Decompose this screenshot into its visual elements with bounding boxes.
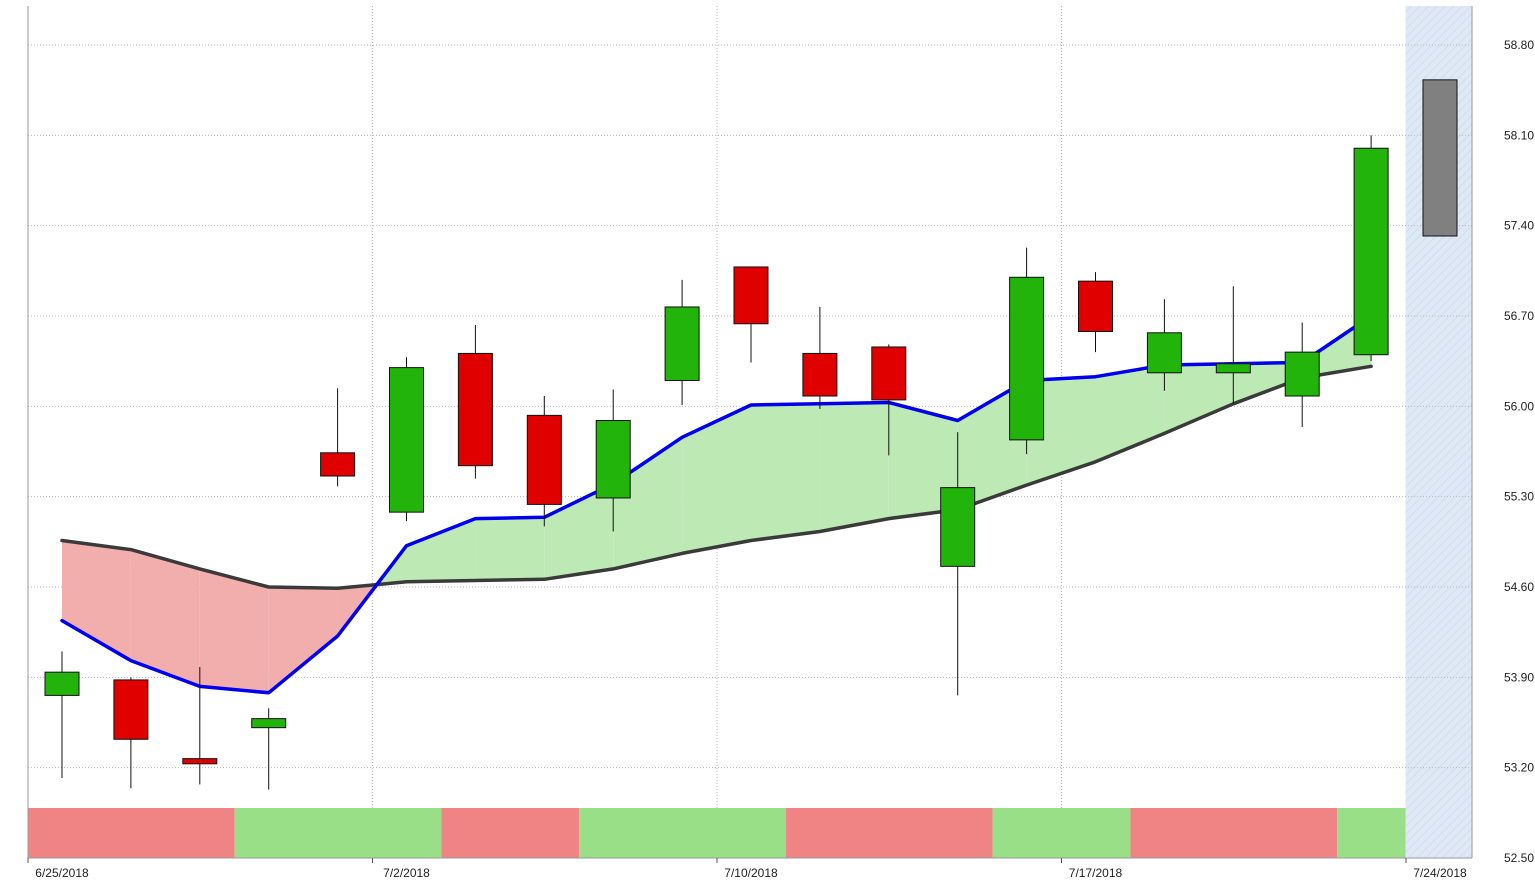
candle-body-up [1284,351,1320,397]
band-segment [682,405,751,554]
band-segment [819,402,889,532]
candle-body-up [44,671,80,696]
y-tick-label: 54.60 [1504,580,1534,594]
band-segment [406,518,476,582]
candle-body-up [389,367,424,513]
trend-segment-up [992,808,1131,858]
band-segment [130,549,200,687]
trend-segment-down [1130,808,1338,858]
x-tick-label: 7/2/2018 [383,866,430,880]
band-segment [475,517,545,581]
band-segment [751,403,820,541]
trend-bar [28,808,1406,858]
candle-body-down [733,266,769,325]
trend-segment-up [234,808,442,858]
candle-body-up [664,306,700,382]
candle-body-up [1009,276,1045,441]
band-segment [1164,363,1234,434]
slow-line [60,364,1373,591]
candle-body-down [457,352,493,467]
x-tick-label: 7/24/2018 [1413,866,1467,880]
band-segment [544,483,614,580]
y-tick-label: 56.00 [1504,399,1534,413]
y-tick-label: 53.90 [1504,670,1534,684]
trend-segment-up [1337,808,1406,858]
candle-body-up [1215,363,1251,374]
candle-body-up [1353,147,1389,356]
y-axis: 58.80 58.10 57.40 56.70 56.00 55.30 54.60 53.90… [1504,38,1534,865]
candles [44,79,1458,790]
candle-body-up [940,487,976,567]
band-segment [1095,365,1165,462]
candle-body-down [1078,280,1113,332]
x-tick-label: 6/25/2018 [35,866,89,880]
y-tick-label: 58.10 [1504,128,1534,142]
y-tick-label: 53.20 [1504,761,1534,775]
trend-band [62,316,1372,693]
candle-body-down [802,352,838,397]
band-segment [268,587,338,693]
trend-segment-down [441,808,580,858]
x-tick-label: 7/17/2018 [1069,866,1123,880]
trend-segment-down [28,808,235,858]
band-segment [199,568,269,693]
candle-body-down [526,414,562,505]
x-tick-label: 7/10/2018 [724,866,778,880]
projection-box [1422,79,1458,237]
candle-body-down [113,679,149,740]
band-segment [613,437,683,569]
y-tick-label: 57.40 [1504,219,1534,233]
candle-body-down [320,452,356,477]
y-tick-label: 55.30 [1504,490,1534,504]
candle-body-down [182,758,218,765]
y-tick-label: 52.50 [1504,851,1534,865]
candle-body-up [595,420,631,499]
x-axis: 6/25/2018 7/2/2018 7/10/2018 7/17/2018 7/24/… [27,858,1467,880]
candle-body-down [871,346,907,401]
trend-segment-down [785,808,993,858]
y-tick-label: 56.70 [1504,309,1534,323]
candle-body-up [251,718,287,729]
y-tick-label: 58.80 [1504,38,1534,52]
trend-segment-up [579,808,786,858]
candle-body-up [1146,332,1182,374]
plot-frame [27,6,1473,859]
